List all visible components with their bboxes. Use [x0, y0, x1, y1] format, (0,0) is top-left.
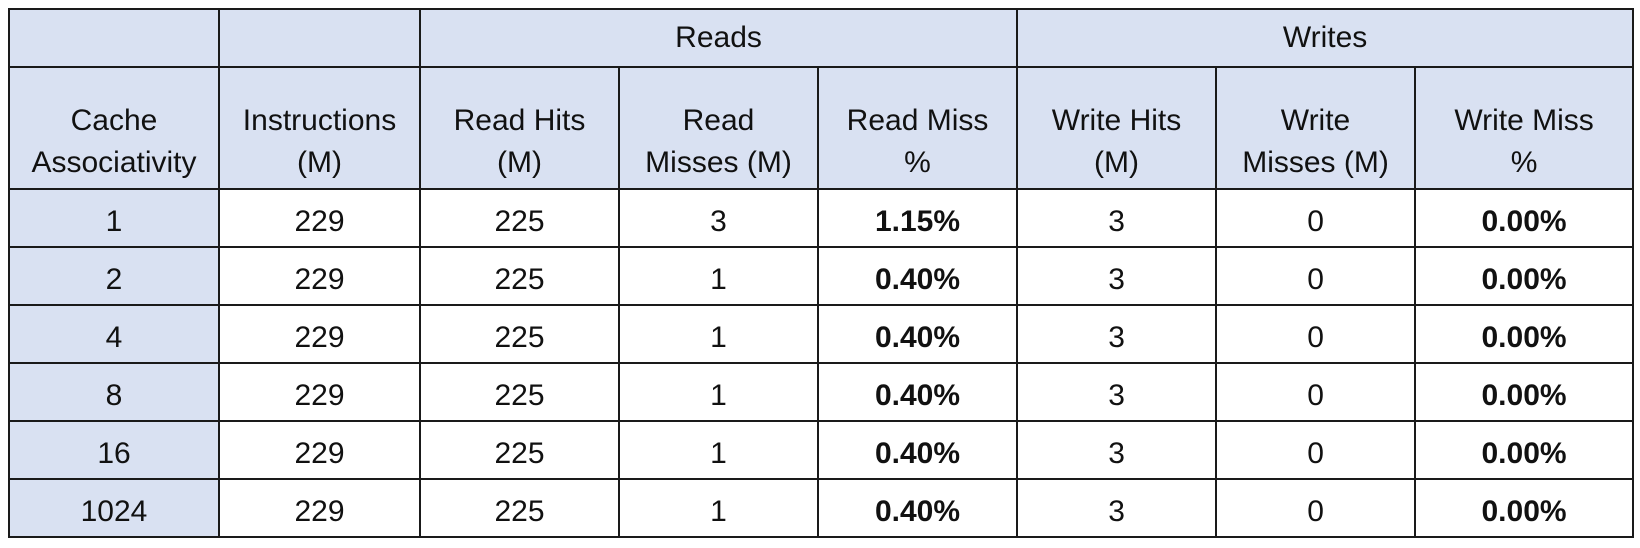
- table-row: 8 229 225 1 0.40% 3 0 0.00%: [8, 362, 1635, 422]
- column-header-cache-associativity: Cache Associativity: [8, 66, 220, 190]
- cell-write-hits: 3: [1016, 478, 1218, 538]
- cell-read-miss-pct: 0.40%: [816, 304, 1019, 364]
- cell-write-hits: 3: [1016, 362, 1218, 422]
- cell-write-miss-pct: 0.00%: [1414, 188, 1635, 248]
- group-header-writes: Writes: [1016, 8, 1635, 68]
- cell-instructions: 229: [218, 188, 421, 248]
- cache-results-table-wrapper: Reads Writes Cache Associativity Instruc…: [8, 8, 1635, 538]
- cell-read-miss-pct: 0.40%: [816, 362, 1019, 422]
- cell-write-misses: 0: [1215, 304, 1417, 364]
- cell-write-misses: 0: [1215, 478, 1417, 538]
- cell-write-miss-pct: 0.00%: [1414, 304, 1635, 364]
- table-row: 1 229 225 3 1.15% 3 0 0.00%: [8, 188, 1635, 248]
- cell-read-miss-pct: 0.40%: [816, 246, 1019, 306]
- group-header-row: Reads Writes: [8, 8, 1635, 68]
- cell-read-miss-pct: 1.15%: [816, 188, 1019, 248]
- cell-read-misses: 1: [618, 304, 819, 364]
- cell-cache-associativity: 16: [8, 420, 220, 480]
- cell-cache-associativity: 1024: [8, 478, 220, 538]
- column-header-read-misses: Read Misses (M): [618, 66, 819, 190]
- cell-instructions: 229: [218, 246, 421, 306]
- group-header-blank: [218, 8, 421, 68]
- cell-read-hits: 225: [419, 188, 620, 248]
- cell-write-misses: 0: [1215, 420, 1417, 480]
- cell-cache-associativity: 4: [8, 304, 220, 364]
- cell-instructions: 229: [218, 420, 421, 480]
- table-row: 4 229 225 1 0.40% 3 0 0.00%: [8, 304, 1635, 364]
- cell-cache-associativity: 8: [8, 362, 220, 422]
- table-row: 1024 229 225 1 0.40% 3 0 0.00%: [8, 478, 1635, 538]
- column-header-read-miss-pct: Read Miss %: [816, 66, 1019, 190]
- cell-instructions: 229: [218, 304, 421, 364]
- cell-read-miss-pct: 0.40%: [816, 478, 1019, 538]
- cell-read-hits: 225: [419, 362, 620, 422]
- column-header-row: Cache Associativity Instructions (M) Rea…: [8, 66, 1635, 190]
- cell-cache-associativity: 2: [8, 246, 220, 306]
- column-header-write-hits: Write Hits (M): [1016, 66, 1218, 190]
- column-header-read-hits: Read Hits (M): [419, 66, 620, 190]
- cell-read-misses: 1: [618, 478, 819, 538]
- cell-write-misses: 0: [1215, 362, 1417, 422]
- cell-write-hits: 3: [1016, 420, 1218, 480]
- table-body: 1 229 225 3 1.15% 3 0 0.00% 2 229 225 1 0.40% 3 0 0.00%…: [8, 188, 1635, 538]
- cache-results-table: Reads Writes Cache Associativity Instruc…: [8, 8, 1635, 538]
- cell-write-miss-pct: 0.00%: [1414, 246, 1635, 306]
- cell-read-miss-pct: 0.40%: [816, 420, 1019, 480]
- column-header-write-misses: Write Misses (M): [1215, 66, 1417, 190]
- cell-write-miss-pct: 0.00%: [1414, 420, 1635, 480]
- cell-write-hits: 3: [1016, 246, 1218, 306]
- cell-write-misses: 0: [1215, 188, 1417, 248]
- table-row: 16 229 225 1 0.40% 3 0 0.00%: [8, 420, 1635, 480]
- group-header-blank: [8, 8, 220, 68]
- cell-read-misses: 1: [618, 362, 819, 422]
- cell-instructions: 229: [218, 362, 421, 422]
- cell-write-hits: 3: [1016, 304, 1218, 364]
- cell-write-miss-pct: 0.00%: [1414, 362, 1635, 422]
- column-header-write-miss-pct: Write Miss %: [1414, 66, 1635, 190]
- cell-read-hits: 225: [419, 246, 620, 306]
- cell-read-misses: 1: [618, 246, 819, 306]
- cell-read-misses: 3: [618, 188, 819, 248]
- table-row: 2 229 225 1 0.40% 3 0 0.00%: [8, 246, 1635, 306]
- cell-instructions: 229: [218, 478, 421, 538]
- cell-cache-associativity: 1: [8, 188, 220, 248]
- group-header-reads: Reads: [418, 8, 1019, 68]
- cell-read-hits: 225: [419, 420, 620, 480]
- cell-write-misses: 0: [1215, 246, 1417, 306]
- cell-read-hits: 225: [419, 304, 620, 364]
- cell-write-miss-pct: 0.00%: [1414, 478, 1635, 538]
- cell-read-misses: 1: [618, 420, 819, 480]
- cell-read-hits: 225: [419, 478, 620, 538]
- cell-write-hits: 3: [1016, 188, 1218, 248]
- column-header-instructions: Instructions (M): [218, 66, 421, 190]
